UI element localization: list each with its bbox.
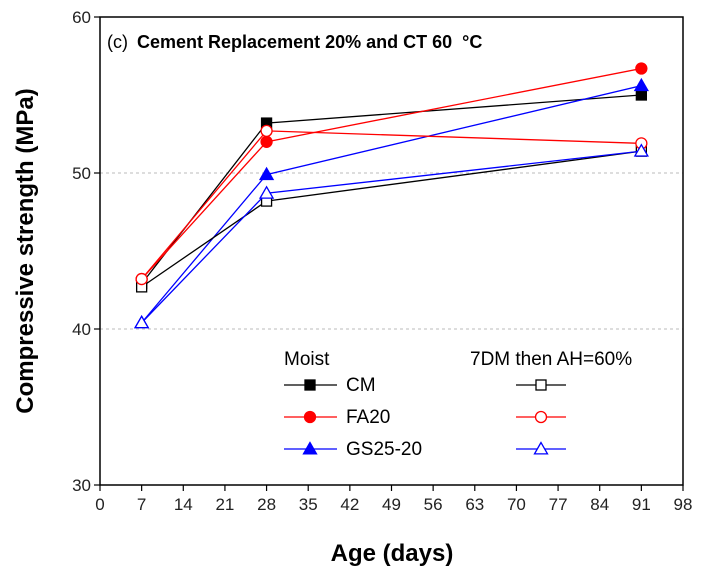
series-0-point-2 bbox=[635, 89, 648, 101]
legend-marker-moist-1 bbox=[303, 410, 317, 424]
x-tick-label-21: 21 bbox=[215, 495, 234, 514]
x-tick-label-42: 42 bbox=[340, 495, 359, 514]
series-3-7dm-square bbox=[135, 145, 648, 293]
x-axis-title: Age (days) bbox=[331, 540, 454, 567]
y-tick-label-40: 40 bbox=[72, 320, 91, 339]
legend-entry-moist-2: GS25-20 bbox=[284, 439, 422, 460]
x-tick-label-63: 63 bbox=[465, 495, 484, 514]
series-1-moist-circle bbox=[135, 62, 648, 286]
x-tick-label-70: 70 bbox=[507, 495, 526, 514]
y-axis-title: Compressive strength (MPa) bbox=[12, 88, 39, 413]
legend-marker-7dm-0 bbox=[535, 379, 547, 391]
legend-entry-moist-0: CM bbox=[284, 375, 376, 396]
series-2-point-1 bbox=[258, 166, 275, 181]
axis-ticks: 0 7 14 21 28 35 42 49 56 63 70 77 84 91 98 30 40 50 60 bbox=[72, 8, 692, 514]
legend-title-7dm: 7DM then AH=60% bbox=[470, 349, 632, 370]
legend-marker-moist-0 bbox=[304, 379, 316, 391]
series-layer bbox=[134, 62, 649, 329]
legend-label-fa20: FA20 bbox=[346, 407, 390, 428]
series-2-moist-triangle bbox=[134, 77, 649, 329]
series-0-moist-square bbox=[135, 89, 648, 290]
legend-marker-7dm-2 bbox=[533, 441, 549, 455]
x-tick-label-84: 84 bbox=[590, 495, 609, 514]
series-5-7dm-triangle bbox=[134, 143, 649, 329]
panel-title: (c) Cement Replacement 20% and CT 60 °C bbox=[107, 32, 482, 52]
panel-title-text: Cement Replacement 20% and CT 60 bbox=[137, 32, 452, 52]
legend-marker-7dm-1 bbox=[534, 410, 548, 424]
x-tick-label-49: 49 bbox=[382, 495, 401, 514]
series-1-point-1 bbox=[260, 135, 273, 148]
series-5-point-2 bbox=[633, 143, 649, 157]
legend-entry-moist-1: FA20 bbox=[284, 407, 390, 428]
y-tick-label-30: 30 bbox=[72, 476, 91, 495]
series-2-point-2 bbox=[633, 77, 649, 92]
y-tick-label-50: 50 bbox=[72, 164, 91, 183]
x-tick-label-56: 56 bbox=[424, 495, 443, 514]
series-4-7dm-circle bbox=[135, 124, 648, 286]
plot-frame bbox=[99, 16, 684, 486]
x-tick-label-14: 14 bbox=[174, 495, 193, 514]
legend-entry-7dm-1 bbox=[516, 410, 566, 424]
grid-lines bbox=[100, 172, 683, 330]
series-4-point-0 bbox=[135, 272, 148, 286]
legend-marker-moist-2 bbox=[302, 441, 318, 455]
x-tick-label-0: 0 bbox=[95, 495, 104, 514]
legend-title-moist: Moist bbox=[284, 349, 330, 370]
x-tick-label-77: 77 bbox=[549, 495, 568, 514]
series-5-line bbox=[141, 150, 642, 324]
x-tick-label-7: 7 bbox=[137, 495, 146, 514]
series-4-point-1 bbox=[260, 124, 273, 138]
legend-entry-7dm-0 bbox=[516, 379, 566, 391]
panel-title-prefix: (c) bbox=[107, 32, 128, 52]
series-4-line bbox=[141, 130, 642, 280]
y-tick-label-60: 60 bbox=[72, 8, 91, 27]
x-tick-label-35: 35 bbox=[299, 495, 318, 514]
legend-entry-7dm-2 bbox=[516, 441, 566, 455]
x-tick-label-98: 98 bbox=[674, 495, 693, 514]
panel-title-unit: °C bbox=[462, 32, 482, 52]
x-tick-label-91: 91 bbox=[632, 495, 651, 514]
series-3-line bbox=[141, 150, 642, 288]
series-5-point-1 bbox=[258, 185, 275, 199]
series-2-line bbox=[141, 85, 642, 324]
x-tick-label-28: 28 bbox=[257, 495, 276, 514]
legend-label-gs25-20: GS25-20 bbox=[346, 439, 422, 460]
legend: Moist 7DM then AH=60% CM FA20 GS25-20 bbox=[284, 349, 632, 460]
series-1-point-2 bbox=[635, 62, 648, 75]
legend-label-cm: CM bbox=[346, 375, 376, 396]
series-5-point-0 bbox=[134, 314, 150, 329]
